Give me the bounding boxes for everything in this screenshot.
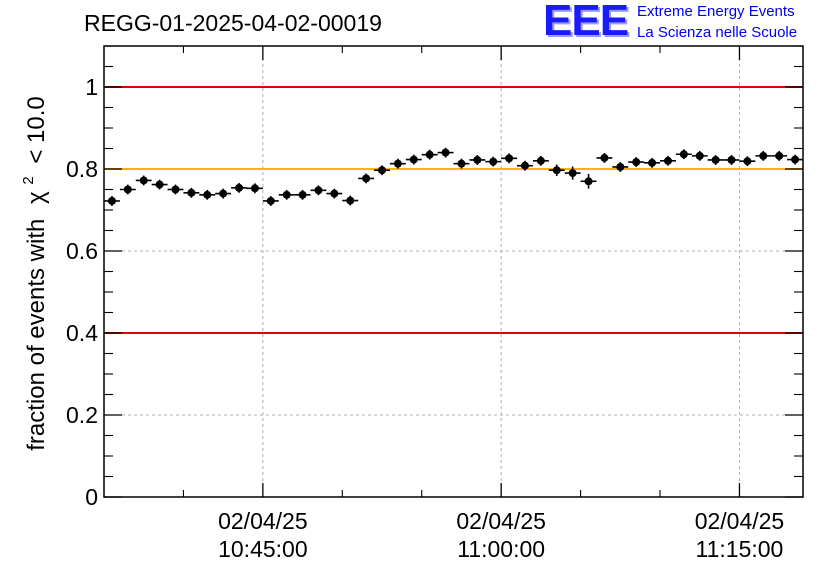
data-point: [155, 180, 164, 189]
data-point: [663, 156, 672, 165]
data-point: [743, 157, 752, 166]
data-point: [282, 190, 291, 199]
y-tick-label: 0.4: [66, 320, 98, 346]
data-point: [473, 155, 482, 164]
data-point: [171, 185, 180, 194]
y-tick-label: 1: [85, 74, 98, 100]
data-point: [584, 177, 593, 186]
data-point: [552, 166, 561, 175]
y-axis-label-prefix: fraction of events with: [23, 219, 50, 451]
data-point: [266, 196, 275, 205]
data-point: [568, 169, 577, 178]
data-point: [679, 150, 688, 159]
eee-logo: EEE Extreme Energy Events La Scienza nel…: [541, 0, 833, 46]
y-axis-label-superscript: 2: [20, 176, 37, 184]
data-point: [711, 155, 720, 164]
x-tick-label-time: 11:15:00: [696, 536, 784, 562]
data-point: [775, 151, 784, 160]
reference-lines: [104, 86, 803, 334]
x-tick-labels: 02/04/2510:45:0002/04/2511:00:0002/04/25…: [218, 508, 784, 562]
plot-frame: [103, 45, 804, 498]
x-tick-label-date: 02/04/25: [218, 508, 308, 534]
data-point: [648, 158, 657, 167]
data-point: [441, 148, 450, 157]
data-point: [425, 150, 434, 159]
data-point: [409, 155, 418, 164]
eee-logo-mark: EEE: [543, 0, 629, 45]
data-point: [298, 190, 307, 199]
data-point: [203, 190, 212, 199]
y-axis-label-suffix: < 10.0: [23, 96, 50, 163]
data-point: [616, 162, 625, 171]
x-tick-label-date: 02/04/25: [695, 508, 785, 534]
data-point: [362, 174, 371, 183]
chart-title: REGG-01-2025-04-02-00019: [84, 10, 382, 36]
y-axis-label-chi: χ: [23, 191, 50, 204]
data-point: [139, 176, 148, 185]
data-point: [695, 151, 704, 160]
data-point: [457, 159, 466, 168]
data-point: [489, 157, 498, 166]
y-tick-label: 0.8: [66, 156, 98, 182]
data-point: [314, 186, 323, 195]
x-tick-label-time: 11:00:00: [457, 536, 545, 562]
data-point: [346, 196, 355, 205]
data-point: [187, 188, 196, 197]
data-point: [393, 159, 402, 168]
grid-lines: [104, 46, 803, 497]
data-series: [104, 147, 803, 206]
eee-logo-line2: La Scienza nelle Scuole: [637, 24, 798, 41]
data-point: [536, 156, 545, 165]
data-point: [759, 151, 768, 160]
data-point: [250, 184, 259, 193]
data-point: [219, 189, 228, 198]
y-tick-label: 0: [85, 484, 98, 510]
data-point: [235, 183, 244, 192]
data-point: [330, 189, 339, 198]
data-point: [123, 185, 132, 194]
eee-logo-line1: Extreme Energy Events: [637, 3, 795, 20]
x-tick-label-date: 02/04/25: [456, 508, 546, 534]
x-tick-label-time: 10:45:00: [218, 536, 308, 562]
data-point: [107, 196, 116, 205]
data-point: [520, 161, 529, 170]
data-point: [727, 155, 736, 164]
data-point: [791, 155, 800, 164]
y-tick-label: 0.6: [66, 238, 98, 264]
y-tick-labels: 0 0.2 0.4 0.6 0.8 1: [66, 74, 98, 510]
data-point: [505, 154, 514, 163]
data-point: [600, 153, 609, 162]
axis-ticks: [104, 45, 803, 498]
data-point: [378, 166, 387, 175]
y-axis-label: fraction of events with χ 2 < 10.0: [12, 96, 50, 451]
data-point: [632, 158, 641, 167]
y-tick-label: 0.2: [66, 402, 98, 428]
